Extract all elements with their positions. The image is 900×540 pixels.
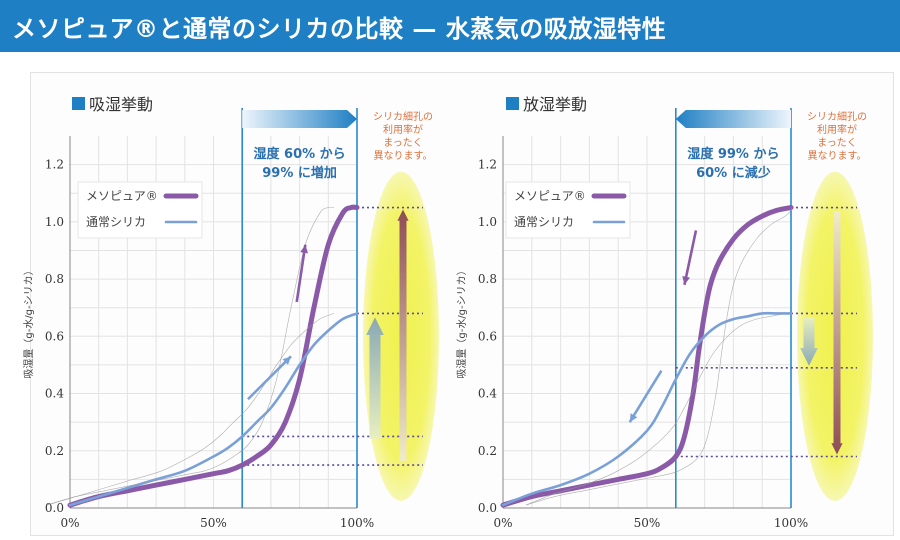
band-arrow-right xyxy=(242,110,357,128)
legend: メソピュア® 通常シリカ xyxy=(77,181,203,239)
mesopure-direction-arrow xyxy=(295,244,307,303)
panel-title: 吸湿挙動 xyxy=(89,95,153,114)
x-tick-label: 100% xyxy=(774,516,808,530)
small-decrease-arrow xyxy=(800,317,818,366)
y-tick-label: 0.4 xyxy=(478,387,497,401)
big-increase-arrow xyxy=(397,209,409,462)
y-tick-label: 1.2 xyxy=(478,158,497,172)
y-axis-label: 吸湿量（g-水/g-シリカ） xyxy=(23,265,35,378)
legend-label: 通常シリカ xyxy=(86,215,146,229)
legend: メソピュア® 通常シリカ xyxy=(505,181,631,239)
panel-title: 放湿挙動 xyxy=(523,95,587,114)
band-label: 湿度 99% から 60% に減少 xyxy=(687,146,779,181)
series-line-mesopure xyxy=(67,204,360,508)
y-tick-label: 0.2 xyxy=(478,444,497,458)
chart-frame xyxy=(30,72,894,536)
x-tick-label: 100% xyxy=(340,516,374,530)
pore-utilization-annotation: シリカ細孔の利用率がまったく異なります。 xyxy=(807,110,867,162)
y-tick-label: 0.8 xyxy=(45,272,64,286)
mesopure-direction-arrow-head xyxy=(300,244,309,254)
normal-silica-direction-arrow-head xyxy=(629,413,638,423)
normal-silica-direction-arrow xyxy=(247,355,292,401)
legend-label: 通常シリカ xyxy=(514,215,574,229)
series-line-normal-silica xyxy=(501,311,793,507)
y-axis-label: 吸湿量（g-水/g-シリカ） xyxy=(456,265,468,378)
faint-hysteresis-trace xyxy=(46,206,335,506)
x-tick-label: 0% xyxy=(60,516,79,530)
legend-box xyxy=(77,181,203,239)
title-square-marker xyxy=(72,97,85,110)
normal-silica-direction-arrow xyxy=(628,369,663,423)
page-header: メソピュア®と通常のシリカの比較 — 水蒸気の吸放湿特性 xyxy=(0,0,900,52)
y-tick-label: 0.2 xyxy=(45,444,64,458)
x-tick-label: 50% xyxy=(634,516,661,530)
legend-label: メソピュア® xyxy=(86,189,158,203)
page-title: メソピュア®と通常のシリカの比較 — 水蒸気の吸放湿特性 xyxy=(12,15,667,43)
y-tick-label: 0.4 xyxy=(45,387,64,401)
y-tick-label: 1.0 xyxy=(478,215,497,229)
mesopure-direction-arrow-head xyxy=(682,276,690,285)
faint-hysteresis-trace xyxy=(525,207,792,506)
chart-panel-desorption: 放湿挙動 0.0 0.2 0.4 0.6 0.8 1.0 1.2 0% 50% 100% 吸湿量（g-… xyxy=(456,95,873,530)
mesopure-direction-arrow xyxy=(683,230,698,286)
y-tick-label: 1.0 xyxy=(45,215,64,229)
y-tick-label: 0.8 xyxy=(478,272,497,286)
legend-box xyxy=(505,181,631,239)
y-tick-label: 0.0 xyxy=(478,501,497,515)
y-tick-label: 0.6 xyxy=(478,329,497,343)
band-label: 湿度 60% から 99% に増加 xyxy=(254,146,346,181)
x-tick-label: 50% xyxy=(200,516,227,530)
x-tick-label: 0% xyxy=(493,516,512,530)
band-arrow-left xyxy=(675,110,791,128)
small-increase-arrow xyxy=(366,317,384,439)
normal-silica-direction-arrow-head xyxy=(282,356,291,365)
faint-hysteresis-trace xyxy=(525,312,792,506)
legend-label: メソピュア® xyxy=(514,189,586,203)
pore-utilization-annotation: シリカ細孔の利用率がまったく異なります。 xyxy=(373,110,433,162)
y-tick-label: 0.6 xyxy=(45,329,64,343)
y-tick-label: 1.2 xyxy=(45,158,64,172)
big-decrease-arrow xyxy=(831,211,843,455)
title-square-marker xyxy=(506,97,519,110)
faint-hysteresis-trace xyxy=(46,313,335,506)
